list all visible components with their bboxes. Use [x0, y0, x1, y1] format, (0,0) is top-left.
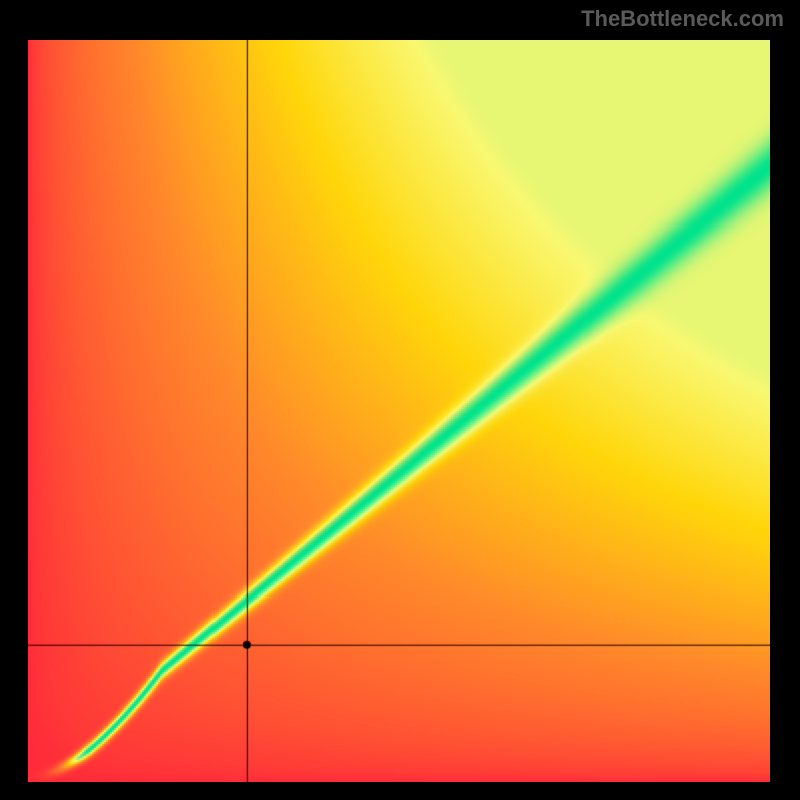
- crosshair-overlay: [28, 40, 770, 782]
- watermark-text: TheBottleneck.com: [581, 6, 784, 32]
- chart-container: TheBottleneck.com: [0, 0, 800, 800]
